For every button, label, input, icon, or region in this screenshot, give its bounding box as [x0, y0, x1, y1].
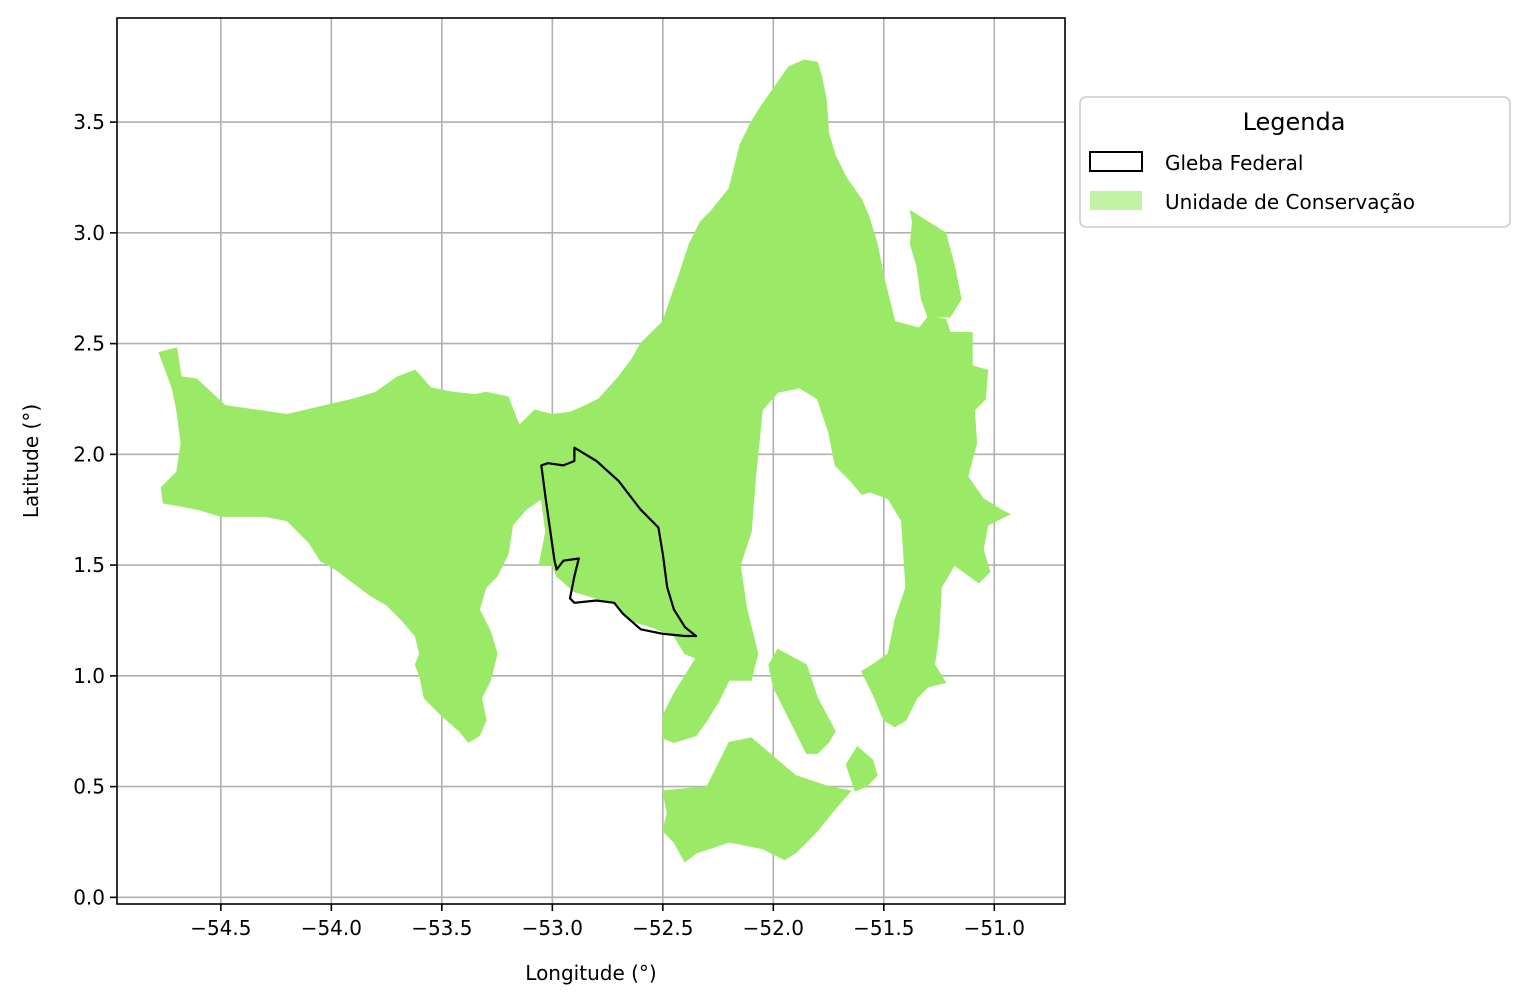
y-tick-label: 0.0: [73, 885, 105, 909]
legend-swatch-unidade-conservacao: [1090, 191, 1142, 210]
polygon-unidade-de-conservacao: [158, 59, 1011, 743]
x-tick-label: −52.0: [743, 916, 804, 940]
legend-frame: [1079, 96, 1511, 228]
polygon-unidade-de-conservacao: [768, 648, 836, 754]
y-tick-label: 3.0: [73, 221, 105, 245]
x-axis-label: Longitude (°): [525, 961, 656, 985]
polygon-unidade-de-conservacao: [662, 737, 852, 863]
y-tick-label: 1.5: [73, 553, 105, 577]
y-tick-label: 1.0: [73, 664, 105, 688]
legend: Legenda Gleba Federal Unidade de Conserv…: [1079, 96, 1511, 228]
x-tick-label: −51.5: [853, 916, 914, 940]
polygon-unidade-de-conservacao: [845, 745, 878, 792]
x-tick-label: −51.0: [964, 916, 1025, 940]
polygon-unidade-de-conservacao: [909, 209, 962, 318]
y-axis-label: Latitude (°): [19, 404, 43, 518]
y-tick-label: 3.5: [73, 110, 105, 134]
legend-label-gleba-federal: Gleba Federal: [1165, 151, 1303, 175]
legend-label-unidade-conservacao: Unidade de Conservação: [1165, 190, 1415, 214]
axis-ticks: −54.5 −54.0 −53.5 −53.0 −52.5 −52.0 −51.5 −51.0…: [73, 110, 1025, 940]
map-layers: [158, 59, 1011, 863]
x-tick-label: −53.0: [522, 916, 583, 940]
legend-title: Legenda: [1243, 108, 1346, 136]
polygon-gleba-federal: [540, 446, 698, 638]
y-tick-label: 0.5: [73, 775, 105, 799]
x-tick-label: −54.0: [301, 916, 362, 940]
y-tick-label: 2.0: [73, 442, 105, 466]
legend-swatch-gleba-federal: [1089, 151, 1143, 172]
x-tick-label: −52.5: [632, 916, 693, 940]
plot-frame: [116, 17, 1066, 905]
x-tick-label: −53.5: [411, 916, 472, 940]
x-tick-label: −54.5: [190, 916, 251, 940]
y-tick-label: 2.5: [73, 332, 105, 356]
